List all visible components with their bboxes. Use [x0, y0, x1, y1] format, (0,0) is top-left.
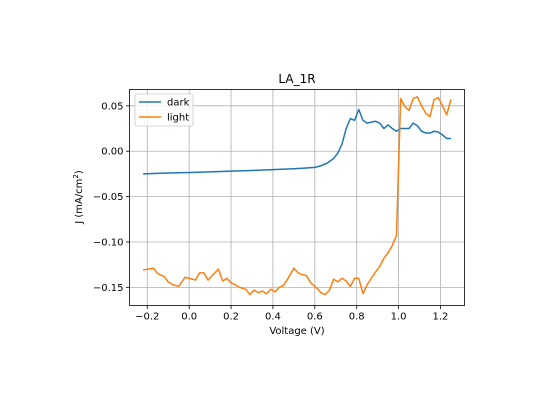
y-axis-ticks: −0.15 −0.10 −0.05 0.00 0.05 [93, 101, 130, 294]
y-axis-label-end: ) [74, 170, 85, 174]
chart-title: LA_1R [278, 72, 315, 86]
x-tick-label: 1.0 [391, 312, 407, 323]
series-lines [142, 96, 452, 296]
x-tick-label: 0.4 [265, 312, 281, 323]
y-axis-label-superscript: 2 [72, 174, 80, 178]
y-tick-label: −0.15 [93, 283, 124, 294]
x-tick-label: 0.2 [223, 312, 239, 323]
x-tick-label: 1.2 [432, 312, 448, 323]
x-axis-ticks: −0.2 0.0 0.2 0.4 0.6 0.8 1.0 1.2 [135, 305, 448, 323]
x-tick-label: 0.6 [307, 312, 323, 323]
y-tick-label: 0.05 [101, 101, 123, 112]
x-tick-label: 0.8 [349, 312, 365, 323]
y-axis-label: J (mA/cm2) [72, 170, 85, 225]
plot-area-frame [129, 89, 465, 306]
grid [129, 89, 465, 306]
legend: dark light [134, 93, 194, 127]
y-tick-label: −0.05 [93, 192, 124, 203]
series-line-dark [143, 108, 451, 175]
y-tick-label: −0.10 [93, 237, 124, 248]
x-tick-label: −0.2 [135, 312, 159, 323]
y-tick-label: 0.00 [101, 147, 123, 158]
y-axis-label-main: J (mA/cm [74, 179, 85, 225]
series-line-light [142, 96, 452, 296]
legend-label-light: light [167, 113, 189, 124]
legend-label-dark: dark [167, 98, 190, 109]
x-axis-label: Voltage (V) [269, 326, 324, 337]
x-tick-label: 0.0 [181, 312, 197, 323]
